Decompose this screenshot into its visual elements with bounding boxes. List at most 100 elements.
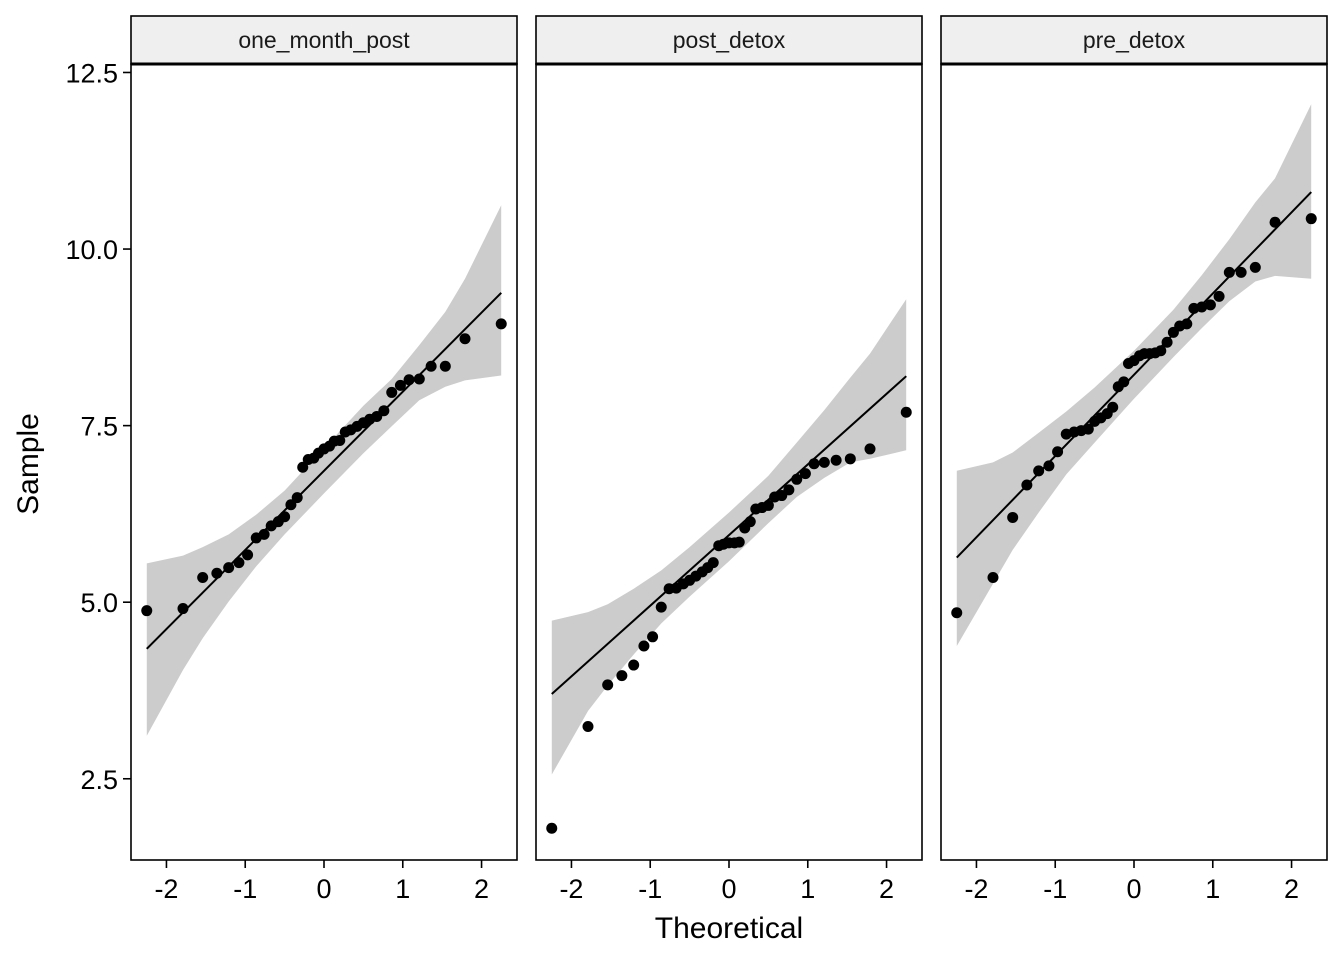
data-point: [1235, 266, 1247, 278]
y-tick-label: 10.0: [65, 235, 118, 265]
facet-panel-pre_detox: pre_detox -2 -1 0 1 2: [940, 15, 1328, 904]
data-point: [1223, 266, 1235, 278]
x-tick-label: 1: [800, 874, 815, 904]
strip-label: pre_detox: [1083, 27, 1186, 53]
data-point: [1269, 216, 1281, 228]
data-point: [1181, 318, 1193, 330]
y-axis-title: Sample: [12, 413, 45, 515]
x-tick-label: -1: [638, 874, 662, 904]
data-point: [425, 360, 437, 372]
strip-background: [130, 15, 518, 65]
data-point: [1249, 261, 1261, 273]
x-tick-label: 0: [721, 874, 736, 904]
data-point: [655, 601, 667, 613]
data-point: [258, 528, 270, 540]
data-point: [1213, 290, 1225, 302]
data-point: [762, 499, 774, 511]
data-point: [1196, 301, 1208, 313]
data-point: [1033, 465, 1045, 477]
data-point: [439, 360, 451, 372]
data-point: [1052, 446, 1064, 458]
data-point: [285, 499, 297, 511]
data-point: [830, 454, 842, 466]
x-tick-label: 2: [1284, 874, 1299, 904]
x-tick-label: -1: [1043, 874, 1067, 904]
confidence-band: [551, 299, 907, 775]
data-point: [297, 461, 309, 473]
y-tick-label: 7.5: [80, 412, 118, 442]
data-point: [616, 670, 628, 682]
axes: 2.5 5.0 7.5 10.0 12.5: [65, 58, 131, 795]
data-point: [386, 386, 398, 398]
strip-label: one_month_post: [238, 27, 410, 53]
data-point: [1107, 401, 1119, 413]
data-point: [900, 406, 912, 418]
data-point: [818, 456, 830, 468]
data-point: [864, 443, 876, 455]
data-point: [211, 567, 223, 579]
data-point: [546, 822, 558, 834]
x-tick-label: 0: [316, 874, 331, 904]
reference-line: [146, 292, 502, 650]
strip-label: post_detox: [673, 27, 786, 53]
x-tick-label: 0: [1126, 874, 1141, 904]
data-point: [638, 640, 650, 652]
strip-background: [535, 15, 923, 65]
facet-panel-post_detox: post_detox -2 -1 0 1 2: [535, 15, 923, 904]
data-point: [1305, 213, 1317, 225]
y-tick-label: 12.5: [65, 58, 118, 88]
data-point: [279, 511, 291, 523]
data-point: [223, 562, 235, 574]
data-point: [1155, 345, 1167, 357]
data-point: [459, 333, 471, 345]
data-point: [733, 536, 745, 548]
facet-panel-one_month_post: one_month_post -2 -1 0 1 2: [130, 15, 518, 904]
data-point: [744, 516, 756, 528]
x-axis-title: Theoretical: [655, 912, 803, 945]
data-point: [799, 468, 811, 480]
data-point: [1021, 479, 1033, 491]
x-tick-label: -2: [559, 874, 583, 904]
data-point: [403, 374, 415, 386]
data-point: [495, 318, 507, 330]
data-point: [242, 549, 254, 561]
data-point: [233, 557, 245, 569]
data-point: [628, 659, 640, 671]
data-point: [602, 679, 614, 691]
data-point: [1007, 511, 1019, 523]
x-tick-label: 2: [474, 874, 489, 904]
data-point: [707, 557, 719, 569]
data-point: [141, 605, 153, 617]
data-point: [783, 484, 795, 496]
data-point: [413, 373, 425, 385]
data-point: [987, 571, 999, 583]
data-point: [177, 603, 189, 615]
data-point: [1043, 460, 1055, 472]
x-tick-label: -1: [233, 874, 257, 904]
data-point: [1161, 336, 1173, 348]
data-point: [647, 631, 659, 643]
data-point: [582, 721, 594, 733]
data-point: [808, 458, 820, 470]
data-point: [291, 492, 303, 504]
y-tick-label: 5.0: [80, 588, 118, 618]
facet-panels: one_month_post -2 -1 0 1 2 post_detox -2 -1 0 1 2 pr…: [130, 15, 1328, 904]
data-point: [394, 379, 406, 391]
x-tick-label: -2: [964, 874, 988, 904]
data-point: [378, 405, 390, 417]
data-point: [1118, 376, 1130, 388]
data-point: [791, 473, 803, 485]
x-tick-label: 2: [879, 874, 894, 904]
data-point: [844, 453, 856, 465]
panel-background: [536, 64, 922, 860]
reference-line: [551, 375, 907, 695]
reference-line: [956, 191, 1312, 559]
x-tick-label: 1: [395, 874, 410, 904]
y-tick-label: 2.5: [80, 765, 118, 795]
data-point: [197, 571, 209, 583]
data-point: [1204, 299, 1216, 311]
x-tick-label: -2: [154, 874, 178, 904]
data-point: [334, 434, 346, 446]
data-point: [1082, 423, 1094, 435]
